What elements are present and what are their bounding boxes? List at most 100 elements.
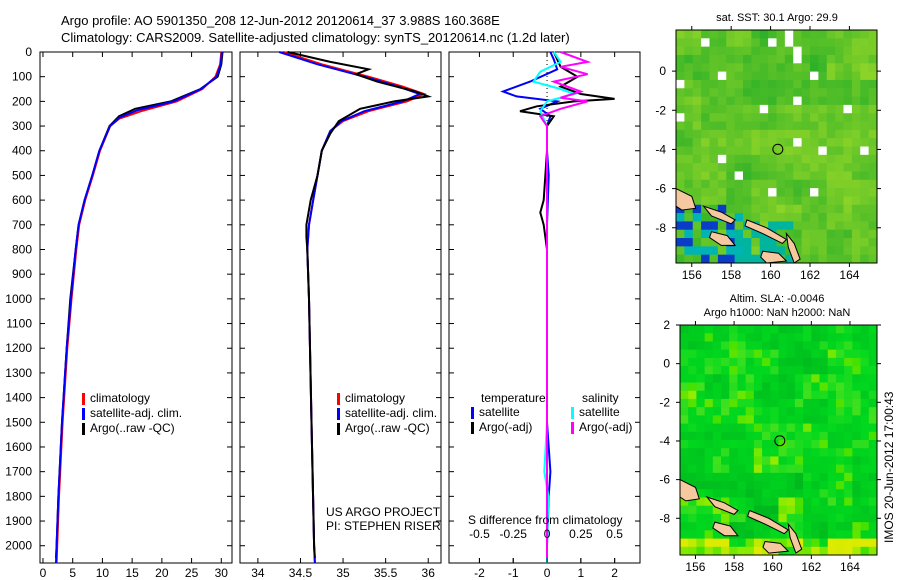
map-cell xyxy=(778,456,788,466)
map-cell xyxy=(860,357,870,367)
map-cell xyxy=(684,63,694,73)
map-cell xyxy=(818,30,828,39)
map-cell xyxy=(860,390,870,400)
map-cell xyxy=(726,63,736,73)
map-cell xyxy=(868,448,878,457)
map-cell xyxy=(701,46,710,56)
map-cell xyxy=(762,497,771,507)
map-cell xyxy=(851,54,861,64)
map-cell xyxy=(860,254,870,264)
map-cell xyxy=(852,423,862,433)
map-cell xyxy=(844,341,853,351)
map-cell xyxy=(801,196,811,206)
map-cell xyxy=(868,204,878,214)
map-cell xyxy=(704,513,714,523)
map-cell xyxy=(734,221,744,231)
x-tick-label: 0 xyxy=(40,566,47,580)
map-cell xyxy=(819,440,829,449)
depth-tick-label: 1500 xyxy=(5,415,32,429)
map-cell xyxy=(868,163,878,172)
map-cell xyxy=(835,431,845,441)
map-cell xyxy=(786,538,796,548)
map-cell xyxy=(810,129,819,139)
map-cell xyxy=(794,341,804,351)
map-cell xyxy=(684,104,694,114)
map-cell xyxy=(776,154,786,164)
map-cell xyxy=(860,46,870,56)
map-cell xyxy=(753,464,763,474)
map-cell xyxy=(826,63,836,73)
map-cell xyxy=(684,163,694,172)
map-cell xyxy=(860,522,870,531)
map-cell xyxy=(852,357,862,367)
map-cell xyxy=(770,366,779,375)
map-cell xyxy=(717,71,727,81)
map-cell xyxy=(751,96,761,106)
map-cell xyxy=(835,398,845,408)
map-cell xyxy=(786,349,796,359)
map-cell xyxy=(818,204,828,214)
map-cell xyxy=(776,54,786,64)
map-cell xyxy=(843,196,853,206)
map-cell xyxy=(680,357,689,367)
map-cell xyxy=(696,341,706,351)
map-cell xyxy=(818,154,828,164)
x-tick-label: 34.5 xyxy=(289,566,313,580)
map-cell xyxy=(818,146,828,156)
map-cell xyxy=(827,374,837,383)
map-cell xyxy=(776,221,786,231)
map-cell xyxy=(729,546,738,556)
map-cell xyxy=(784,63,794,73)
map-cell xyxy=(851,88,861,98)
map-cell xyxy=(751,188,761,197)
map-cell xyxy=(793,88,803,98)
map-cell xyxy=(759,213,769,222)
map-cell xyxy=(811,481,821,490)
map-cell xyxy=(843,188,853,197)
map-cell xyxy=(721,374,730,383)
map-cell xyxy=(801,213,811,222)
map-cell xyxy=(701,88,710,98)
map-cell xyxy=(843,163,853,172)
map-cell xyxy=(826,163,836,172)
map-cell xyxy=(751,79,761,89)
map-cell xyxy=(692,30,702,39)
map-cell xyxy=(826,113,836,123)
map-cell xyxy=(868,546,878,556)
map-cell xyxy=(851,30,861,39)
map-cell xyxy=(726,188,736,197)
map-cell xyxy=(793,38,803,48)
map-cell xyxy=(794,325,804,334)
title-line-1: Argo profile: AO 5901350_208 12-Jun-2012… xyxy=(61,13,500,28)
map-cell xyxy=(729,522,738,531)
map-cell xyxy=(737,440,747,449)
map-cell xyxy=(786,374,796,383)
map-cell xyxy=(868,254,878,264)
map-cell xyxy=(692,204,702,214)
map-cell xyxy=(751,204,761,214)
map-cell xyxy=(692,129,702,139)
map-cell xyxy=(868,238,878,247)
map-cell xyxy=(717,88,727,98)
map-cell xyxy=(734,238,744,247)
x-tick-label: 34 xyxy=(251,566,265,580)
map-cell xyxy=(726,71,736,81)
map-cell xyxy=(801,163,811,172)
map-cell xyxy=(712,357,722,367)
map-cell xyxy=(860,423,870,433)
map-cell xyxy=(852,325,862,334)
map-cell xyxy=(852,382,862,392)
map-cell xyxy=(852,472,862,482)
map-cell xyxy=(721,546,730,556)
map-cell xyxy=(852,481,862,490)
depth-tick-label: 900 xyxy=(12,267,32,281)
map-cell xyxy=(810,154,819,164)
map-cell xyxy=(768,30,777,39)
map-cell xyxy=(778,530,788,540)
map-cell xyxy=(778,415,788,425)
map-cell xyxy=(729,390,738,400)
map-cell xyxy=(810,38,819,48)
map-cell xyxy=(811,472,821,482)
map-cell xyxy=(684,88,694,98)
map-cell xyxy=(844,522,853,531)
